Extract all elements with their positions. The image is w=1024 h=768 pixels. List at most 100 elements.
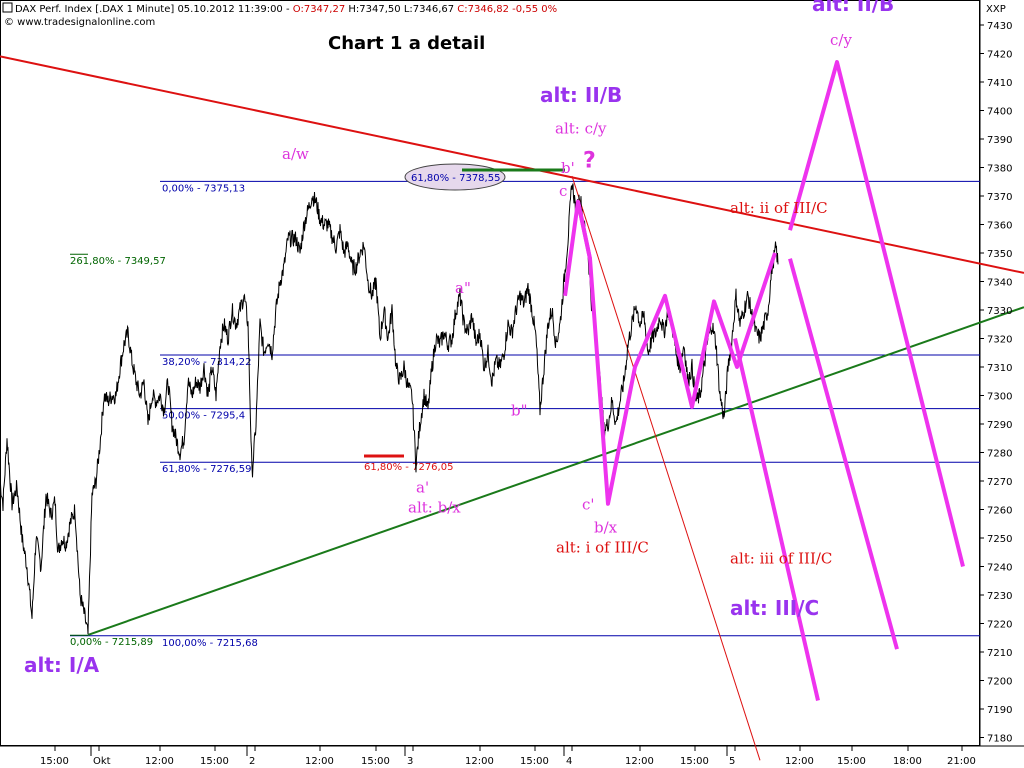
projection-path — [788, 258, 899, 650]
wave-label: a" — [455, 279, 471, 297]
price-tick-label: 7370 — [987, 192, 1012, 203]
fib-green-label: 0,00% - 7215,89 — [70, 637, 153, 648]
projection-path — [788, 60, 965, 567]
fib-level-label: 0,00% - 7375,13 — [162, 183, 245, 194]
wave-label: a/w — [282, 145, 309, 163]
wave-label: alt: II/B — [540, 83, 622, 107]
fib-level-label: 50,00% - 7295,4 — [162, 411, 245, 422]
price-axis-ticks: 7430 7420 7410 7400 7390 7380 7370 7360 7350 7340… — [980, 21, 1012, 745]
fib-level-label: 61,80% - 7276,59 — [162, 464, 251, 475]
header-symbol: DAX Perf. Index [.DAX 1 Minute] 05.10.20… — [15, 4, 293, 15]
projection-path — [576, 201, 592, 260]
wave-label: b' — [561, 159, 575, 177]
time-axis-ticks: 15:00 Okt 12:00 15:00 2 12:00 15:00 3 12:00 15:00… — [40, 746, 976, 767]
price-tick-label: 7260 — [987, 506, 1012, 517]
price-tick-label: 7330 — [987, 306, 1012, 317]
price-line — [0, 183, 779, 635]
time-tick-label: 15:00 — [361, 756, 390, 767]
time-tick-label: 12:00 — [625, 756, 654, 767]
price-tick-label: 7250 — [987, 534, 1012, 545]
time-tick-label: 3 — [407, 756, 413, 767]
thin-red-line — [571, 175, 761, 761]
header-copyright: © www.tradesignalonline.com — [4, 17, 155, 28]
price-tick-label: 7200 — [987, 677, 1012, 688]
time-tick-label: 12:00 — [305, 756, 334, 767]
price-tick-label: 7400 — [987, 107, 1012, 118]
header-icon — [2, 2, 13, 13]
time-tick-label: 12:00 — [465, 756, 494, 767]
price-tick-label: 7390 — [987, 135, 1012, 146]
wave-label: b" — [511, 401, 528, 419]
price-tick-label: 7270 — [987, 477, 1012, 488]
time-tick-label: 15:00 — [200, 756, 229, 767]
wave-label: alt: i of III/C — [556, 538, 649, 556]
fib-ellipse-marker: 61,80% - 7378,55 — [404, 163, 565, 191]
wave-label: ? — [583, 149, 596, 174]
symbol-label: XXP — [986, 4, 1006, 15]
header-low: L:7346,67 — [404, 4, 454, 15]
fib-level-label: 100,00% - 7215,68 — [162, 638, 258, 649]
price-series — [0, 183, 779, 635]
time-tick-label: 2 — [249, 756, 255, 767]
time-tick-label: 15:00 — [680, 756, 709, 767]
price-tick-label: 7300 — [987, 392, 1012, 403]
time-tick-label: 18:00 — [893, 756, 922, 767]
wave-label: alt: II/B — [812, 0, 894, 16]
chart-title: Chart 1 a detail — [328, 33, 485, 54]
red-marker-label: 61,80% - 7276,05 — [364, 462, 453, 473]
trendlines — [0, 55, 1024, 761]
elliott-wave-projections — [563, 60, 965, 701]
projection-path — [733, 338, 820, 701]
fib-green-label: 261,80% - 7349,57 — [70, 256, 166, 267]
wave-label: alt: iii of III/C — [730, 550, 832, 568]
wave-label: alt: c/y — [555, 119, 607, 137]
price-tick-label: 7420 — [987, 50, 1012, 61]
header-open: O:7347,27 — [293, 4, 345, 15]
fib-level-label: 38,20% - 7314,22 — [162, 357, 251, 368]
time-tick-label: Okt — [93, 756, 111, 767]
price-tick-label: 7280 — [987, 449, 1012, 460]
price-axis-panel — [980, 0, 1024, 768]
wave-annotations: a/w a" b" a' alt: b/x b' c? c' b/x alt: c/y c/y alt… — [24, 0, 894, 677]
fibonacci-levels: 0,00% - 7375,13 38,20% - 7314,22 50,00% - … — [70, 180, 980, 649]
time-tick-label: 15:00 — [520, 756, 549, 767]
time-tick-label: 21:00 — [947, 756, 976, 767]
time-tick-label: 15:00 — [837, 756, 866, 767]
header-close: C:7346,82 -0,55 0% — [457, 4, 557, 15]
downtrend-line — [0, 55, 1024, 274]
price-tick-label: 7350 — [987, 249, 1012, 260]
wave-label: c/y — [830, 31, 852, 49]
price-tick-label: 7210 — [987, 648, 1012, 659]
time-tick-label: 4 — [566, 756, 572, 767]
chart-header: DAX Perf. Index [.DAX 1 Minute] 05.10.20… — [2, 2, 1006, 54]
wave-label: b/x — [594, 518, 618, 536]
price-tick-label: 7290 — [987, 420, 1012, 431]
price-tick-label: 7340 — [987, 278, 1012, 289]
time-tick-label: 15:00 — [40, 756, 69, 767]
header-high: H:7347,50 — [348, 4, 400, 15]
ellipse-label: 61,80% - 7378,55 — [411, 173, 500, 184]
price-tick-label: 7310 — [987, 363, 1012, 374]
price-tick-label: 7230 — [987, 591, 1012, 602]
price-tick-label: 7190 — [987, 705, 1012, 716]
wave-label: c — [559, 182, 567, 200]
price-tick-label: 7240 — [987, 563, 1012, 574]
red-fib-marker: 61,80% - 7276,05 — [364, 454, 453, 473]
price-tick-label: 7410 — [987, 78, 1012, 89]
uptrend-line — [87, 306, 1024, 636]
price-tick-label: 7360 — [987, 221, 1012, 232]
wave-label: alt: ii of III/C — [730, 199, 828, 217]
time-tick-label: 12:00 — [785, 756, 814, 767]
header-quote-line: DAX Perf. Index [.DAX 1 Minute] 05.10.20… — [15, 4, 557, 15]
wave-label: alt: III/C — [730, 596, 819, 620]
time-tick-label: 12:00 — [145, 756, 174, 767]
wave-label: alt: I/A — [24, 653, 100, 677]
price-tick-label: 7430 — [987, 21, 1012, 32]
wave-label: a' — [416, 478, 429, 496]
price-tick-label: 7220 — [987, 620, 1012, 631]
wave-label: alt: b/x — [408, 498, 461, 516]
time-tick-label: 5 — [729, 756, 735, 767]
price-tick-label: 7380 — [987, 164, 1012, 175]
price-tick-label: 7320 — [987, 335, 1012, 346]
